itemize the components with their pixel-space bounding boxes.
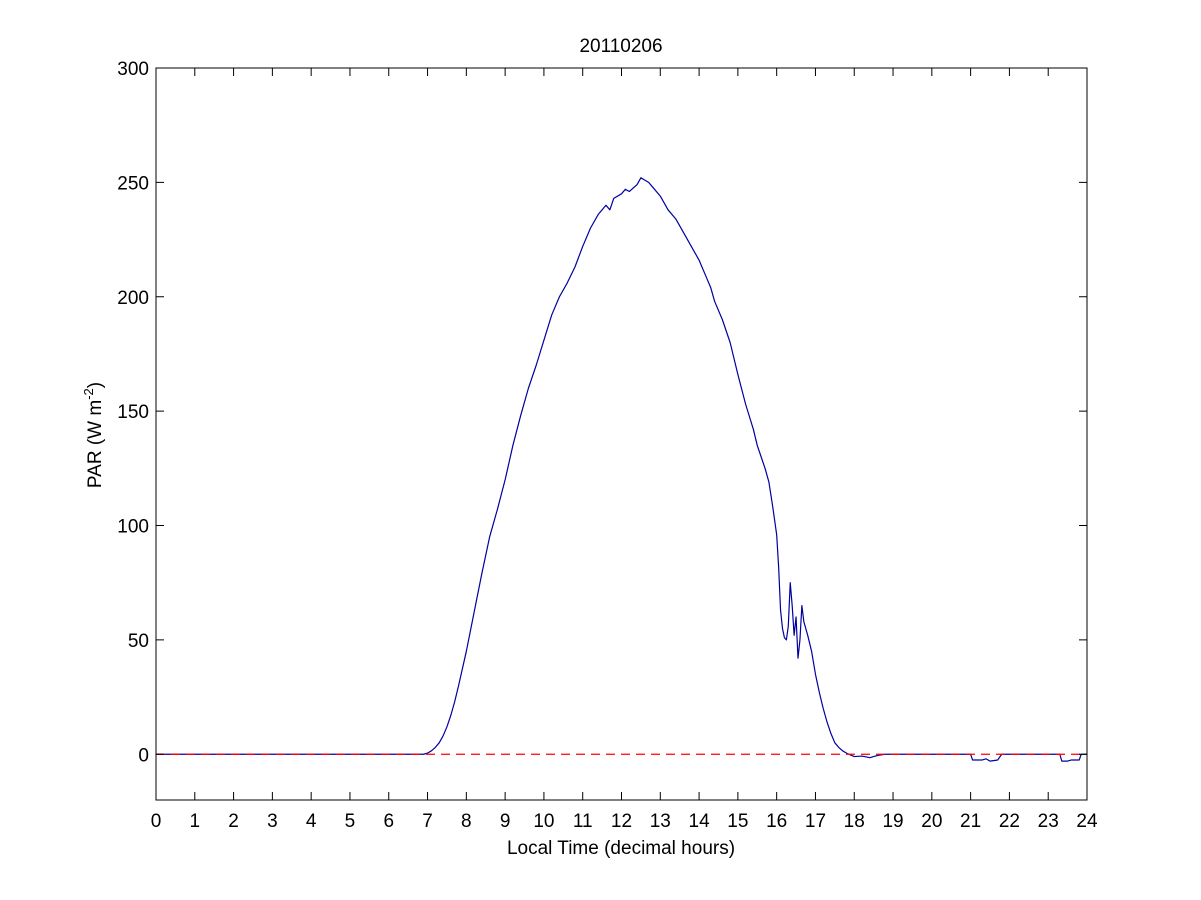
x-tick-label: 4 [306,811,317,832]
y-axis-label-suffix: ) [85,382,106,388]
x-tick-label: 16 [766,811,787,832]
x-tick-label: 6 [383,811,394,832]
y-tick-label: 0 [138,745,149,766]
y-tick-label: 100 [117,517,149,538]
tick-labels: 0 1 2 3 4 5 6 7 8 9 10 11 12 13 14 15 16 17 18 19 20 21 22 23 24… [117,59,1098,832]
x-tick-label: 8 [461,811,472,832]
par-series-line [156,177,1087,762]
chart-title: 20110206 [579,36,662,57]
x-tick-label: 24 [1076,811,1098,832]
y-axis-label: PAR (W m-2) [81,382,106,488]
x-tick-label: 13 [650,811,671,832]
x-tick-label: 19 [882,811,903,832]
plot-frame [155,67,1088,801]
y-axis-label-exponent: -2 [81,388,96,400]
x-tick-label: 3 [267,811,278,832]
x-tick-label: 11 [573,811,593,832]
y-tick-label: 200 [117,288,149,309]
x-tick-label: 17 [805,811,826,832]
x-axis-label: Local Time (decimal hours) [507,838,735,859]
x-tick-label: 22 [999,811,1020,832]
y-tick-label: 300 [117,59,149,80]
x-tick-label: 23 [1038,811,1059,832]
x-tick-label: 18 [844,811,865,832]
y-tick-label: 50 [128,631,149,652]
y-tick-label: 150 [117,402,149,423]
x-tick-label: 7 [422,811,433,832]
x-tick-label: 14 [689,811,711,832]
x-tick-label: 2 [228,811,239,832]
y-tick-label: 250 [117,173,149,194]
x-tick-label: 1 [190,811,201,832]
x-tick-label: 21 [960,811,981,832]
plot-area [156,68,1087,800]
x-tick-label: 9 [500,811,511,832]
x-tick-label: 0 [151,811,162,832]
x-tick-label: 20 [921,811,942,832]
series-layer [156,177,1087,762]
x-tick-label: 5 [345,811,356,832]
x-tick-label: 12 [611,811,632,832]
y-axis-label-base: PAR (W m [85,400,106,488]
x-tick-label: 10 [533,811,554,832]
x-tick-label: 15 [727,811,748,832]
